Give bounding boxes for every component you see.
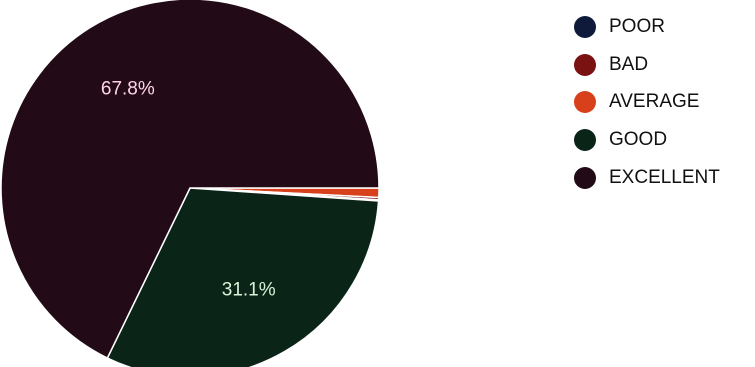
slice-label-excellent: 67.8% <box>101 79 155 100</box>
legend-label: EXCELLENT <box>609 167 720 189</box>
legend-item-good: GOOD <box>574 121 720 159</box>
legend-item-bad: BAD <box>574 46 720 84</box>
legend-swatch-excellent <box>574 167 596 190</box>
legend-swatch-poor <box>574 15 596 38</box>
legend: POOR BAD AVERAGE GOOD EXCELLENT <box>574 8 720 197</box>
legend-swatch-bad <box>574 53 596 76</box>
slice-label-good: 31.1% <box>222 279 276 300</box>
legend-swatch-average <box>574 91 596 114</box>
legend-item-excellent: EXCELLENT <box>574 159 720 197</box>
legend-item-average: AVERAGE <box>574 84 720 122</box>
legend-label: BAD <box>609 53 649 75</box>
legend-label: GOOD <box>609 129 668 151</box>
legend-item-poor: POOR <box>574 8 720 46</box>
pie-slices <box>0 0 380 367</box>
legend-swatch-good <box>574 129 596 152</box>
pie-slice-good <box>106 187 380 367</box>
legend-label: AVERAGE <box>609 91 700 113</box>
pie-slice-excellent <box>0 0 380 359</box>
pie-slice-labels: 31.1% 67.8% <box>101 79 276 301</box>
legend-label: POOR <box>609 15 665 37</box>
